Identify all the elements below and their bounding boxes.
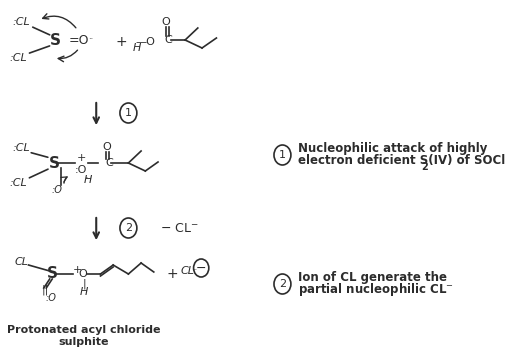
Text: CL: CL <box>180 266 194 276</box>
Text: :CL: :CL <box>9 178 27 188</box>
Text: :O: :O <box>52 185 63 195</box>
Text: Ion of CL generate the: Ion of CL generate the <box>298 272 447 285</box>
Text: 2: 2 <box>421 162 428 172</box>
Text: :O: :O <box>75 165 87 175</box>
Text: electron deficient S(IV) of SOCl: electron deficient S(IV) of SOCl <box>298 154 505 166</box>
Text: −: − <box>196 261 206 275</box>
Text: :O: :O <box>45 293 56 303</box>
Text: Nucleophilic attack of highly: Nucleophilic attack of highly <box>298 141 487 155</box>
Text: H: H <box>133 43 141 53</box>
Text: 1: 1 <box>279 150 286 160</box>
Text: $-\ \mathrm{CL}^{-}$: $-\ \mathrm{CL}^{-}$ <box>160 221 199 235</box>
Text: H: H <box>80 287 88 297</box>
Text: .: . <box>85 170 89 180</box>
Text: +: + <box>116 35 127 49</box>
Text: =O: =O <box>69 34 89 46</box>
Text: O: O <box>102 142 111 152</box>
Text: |: | <box>83 279 86 289</box>
Text: H: H <box>84 175 92 185</box>
Text: ||: || <box>42 285 49 295</box>
Text: 2: 2 <box>125 223 132 233</box>
Text: +: + <box>73 265 82 275</box>
Text: partial nucleophilic CL$^{-}$: partial nucleophilic CL$^{-}$ <box>298 282 453 298</box>
Text: C: C <box>105 158 113 168</box>
Text: :CL: :CL <box>9 53 27 63</box>
Text: C: C <box>164 35 172 45</box>
Text: —O: —O <box>135 37 155 47</box>
Text: O: O <box>78 269 87 279</box>
Text: 2: 2 <box>279 279 286 289</box>
Text: S: S <box>49 156 59 171</box>
Text: :CL: :CL <box>13 17 31 27</box>
Text: ..: .. <box>192 263 197 272</box>
Text: Protonated acyl chloride: Protonated acyl chloride <box>7 325 160 335</box>
Text: ..: .. <box>88 31 94 40</box>
Text: S: S <box>50 32 61 47</box>
Text: sulphite: sulphite <box>58 337 109 347</box>
Text: S: S <box>47 266 58 282</box>
Text: 1: 1 <box>125 108 132 118</box>
Text: +: + <box>166 267 178 281</box>
Text: +: + <box>77 153 86 163</box>
Text: O: O <box>161 17 170 27</box>
Text: :CL: :CL <box>13 143 31 153</box>
Text: CL: CL <box>15 257 29 267</box>
